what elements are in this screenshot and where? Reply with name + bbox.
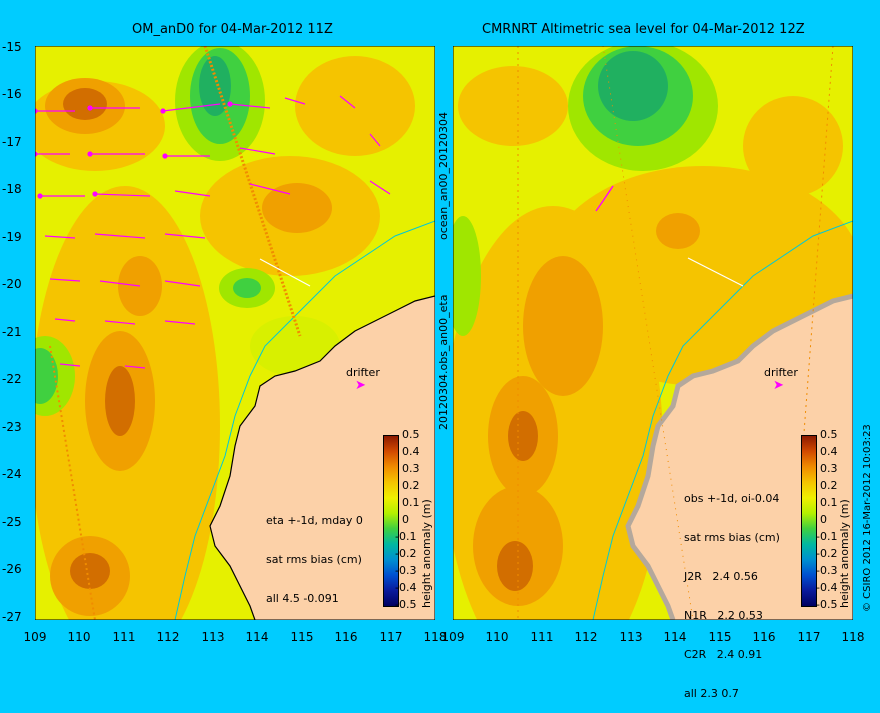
left-drifter-label: drifter <box>346 366 380 379</box>
lon-tick: 115 <box>290 630 314 644</box>
left-stats: eta +-1d, mday 0 sat rms bias (cm) all 4… <box>266 488 363 618</box>
lat-tick: -15 <box>2 40 22 54</box>
colorbar-tick: -0.1 <box>816 530 838 543</box>
right-side-label: 20120304.obs_an00_eta <box>437 294 450 430</box>
right-stats-line: N1R 2.2 0.53 <box>684 609 763 622</box>
colorbar-tick: -0.3 <box>395 564 417 577</box>
left-side-label: ocean_an00_20120304 <box>437 112 450 240</box>
colorbar-tick: 0.3 <box>402 462 420 475</box>
lon-tick: 114 <box>245 630 269 644</box>
lon-tick: 111 <box>530 630 554 644</box>
left-colorbar-label: height anomaly (m) <box>420 499 433 608</box>
right-colorbar <box>801 435 817 607</box>
right-panel-title: CMRNRT Altimetric sea level for 04-Mar-2… <box>482 22 805 37</box>
lat-tick: -18 <box>2 182 22 196</box>
right-stats-line: sat rms bias (cm) <box>684 531 780 544</box>
lat-tick: -25 <box>2 515 22 529</box>
lon-tick: 111 <box>112 630 136 644</box>
colorbar-tick: -0.2 <box>395 547 417 560</box>
right-drifter-arrow-icon: ➤ <box>773 378 784 393</box>
lat-tick: -20 <box>2 277 22 291</box>
lon-tick: 110 <box>67 630 91 644</box>
left-map-panel <box>35 46 435 620</box>
colorbar-tick: 0.1 <box>820 496 838 509</box>
colorbar-tick: 0.4 <box>820 445 838 458</box>
lon-tick: 110 <box>485 630 509 644</box>
lon-tick: 112 <box>156 630 180 644</box>
colorbar-tick: 0.2 <box>402 479 420 492</box>
lon-tick: 115 <box>708 630 732 644</box>
right-stats-line: J2R 2.4 0.56 <box>684 570 758 583</box>
lon-tick: 117 <box>797 630 821 644</box>
colorbar-tick: -0.2 <box>816 547 838 560</box>
lat-tick: -19 <box>2 230 22 244</box>
right-map-svg <box>453 46 853 620</box>
colorbar-tick: 0 <box>402 513 409 526</box>
lat-tick: -26 <box>2 562 22 576</box>
colorbar-tick: 0.4 <box>402 445 420 458</box>
left-colorbar <box>383 435 399 607</box>
right-colorbar-label: height anomaly (m) <box>838 499 851 608</box>
left-panel-title: OM_anD0 for 04-Mar-2012 11Z <box>132 22 333 37</box>
lat-tick: -23 <box>2 420 22 434</box>
colorbar-tick: 0.3 <box>820 462 838 475</box>
colorbar-tick: 0 <box>820 513 827 526</box>
lat-tick: -24 <box>2 467 22 481</box>
colorbar-tick: -0.3 <box>816 564 838 577</box>
colorbar-tick: -0.4 <box>395 581 417 594</box>
lon-tick: 116 <box>752 630 776 644</box>
colorbar-tick: 0.5 <box>402 428 420 441</box>
colorbar-tick: -0.5 <box>395 598 417 611</box>
lon-tick: 117 <box>379 630 403 644</box>
left-stats-line: sat rms bias (cm) <box>266 553 362 566</box>
left-stats-line: eta +-1d, mday 0 <box>266 514 363 527</box>
colorbar-tick: -0.4 <box>816 581 838 594</box>
lon-tick: 109 <box>441 630 465 644</box>
lon-tick: 118 <box>423 630 447 644</box>
left-stats-line: all 4.5 -0.091 <box>266 592 339 605</box>
colorbar-tick: -0.1 <box>395 530 417 543</box>
right-map-panel <box>453 46 853 620</box>
right-stats: obs +-1d, oi-0.04 sat rms bias (cm) J2R … <box>684 466 780 713</box>
copyright-text: © CSIRO 2012 16-Mar-2012 10:03:23 <box>862 424 873 612</box>
lat-tick: -27 <box>2 610 22 624</box>
lon-tick: 118 <box>841 630 865 644</box>
lon-tick: 113 <box>619 630 643 644</box>
lat-tick: -21 <box>2 325 22 339</box>
lat-tick: -22 <box>2 372 22 386</box>
colorbar-tick: 0.1 <box>402 496 420 509</box>
colorbar-tick: 0.5 <box>820 428 838 441</box>
right-drifter-label: drifter <box>764 366 798 379</box>
lon-tick: 113 <box>201 630 225 644</box>
lat-tick: -17 <box>2 135 22 149</box>
left-drifter-arrow-icon: ➤ <box>355 378 366 393</box>
lon-tick: 116 <box>334 630 358 644</box>
lon-tick: 109 <box>23 630 47 644</box>
lat-tick: -16 <box>2 87 22 101</box>
right-stats-line: all 2.3 0.7 <box>684 687 739 700</box>
colorbar-tick: 0.2 <box>820 479 838 492</box>
left-map-svg <box>35 46 435 620</box>
lon-tick: 112 <box>574 630 598 644</box>
right-stats-line: C2R 2.4 0.91 <box>684 648 763 661</box>
colorbar-tick: -0.5 <box>816 598 838 611</box>
right-stats-line: obs +-1d, oi-0.04 <box>684 492 780 505</box>
lon-tick: 114 <box>663 630 687 644</box>
